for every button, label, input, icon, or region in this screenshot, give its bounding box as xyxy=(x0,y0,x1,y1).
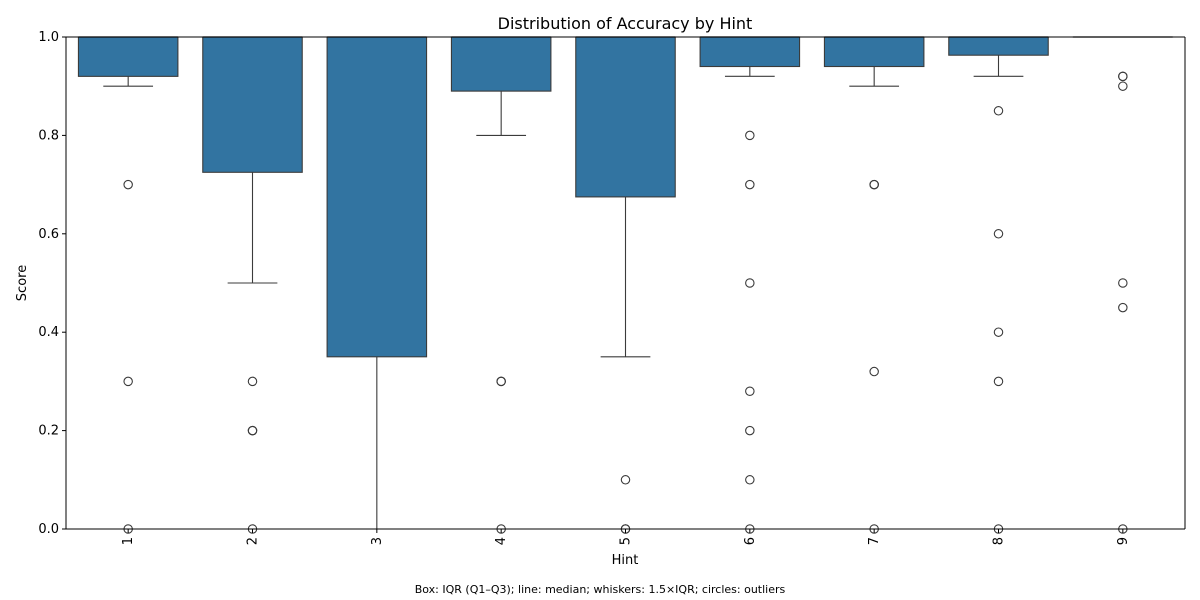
x-tick-label: 9 xyxy=(1116,537,1131,545)
x-tick-label: 6 xyxy=(743,537,758,545)
y-axis-label: Score xyxy=(15,265,30,301)
x-tick-label: 7 xyxy=(867,537,882,545)
outlier-point xyxy=(745,179,755,190)
chart-title: Distribution of Accuracy by Hint xyxy=(498,14,753,33)
y-tick-label: 0.4 xyxy=(38,325,59,340)
outlier-point xyxy=(993,327,1004,337)
y-tick-label: 0.6 xyxy=(38,227,59,242)
outlier-point xyxy=(993,229,1004,239)
x-axis-label: Hint xyxy=(612,553,639,568)
outlier-point xyxy=(1118,71,1128,82)
plot-area: 0.0 0.2 0.4 0.6 0.8 1.0 1 2 3 4 5 6 7 8 9 xyxy=(38,30,1186,545)
outlier-point xyxy=(993,376,1004,387)
outlier-point xyxy=(247,425,258,436)
y-tick-label: 0.2 xyxy=(38,424,59,439)
outlier-point xyxy=(745,475,755,485)
box-5 xyxy=(575,36,676,198)
outlier-point xyxy=(869,179,879,190)
y-tick-label: 0.0 xyxy=(38,522,59,537)
y-tick-label: 0.8 xyxy=(38,128,59,143)
x-tick-label: 3 xyxy=(370,537,385,545)
outlier-point xyxy=(123,376,133,387)
box-4 xyxy=(450,36,552,92)
outlier-point xyxy=(745,278,755,288)
x-tick-label: 4 xyxy=(494,537,509,545)
outlier-point xyxy=(869,366,879,377)
y-tick-label: 1.0 xyxy=(38,30,59,45)
outlier-point xyxy=(496,376,506,387)
outlier-point xyxy=(247,376,258,387)
x-tick-label: 2 xyxy=(246,537,261,545)
x-tick-label: 8 xyxy=(992,537,1007,545)
outlier-point xyxy=(123,179,133,190)
x-tick-label: 5 xyxy=(619,537,634,545)
outlier-point xyxy=(620,475,631,485)
chart-caption: Box: IQR (Q1–Q3); line: median; whiskers… xyxy=(414,583,786,596)
box-3 xyxy=(326,36,428,358)
outlier-point xyxy=(993,106,1004,116)
box-6 xyxy=(699,36,801,68)
outlier-point xyxy=(745,386,755,396)
outlier-point xyxy=(745,425,755,436)
box-2 xyxy=(202,36,303,173)
outlier-point xyxy=(1118,302,1128,313)
box-7 xyxy=(823,36,925,68)
outlier-point xyxy=(1118,81,1128,91)
outlier-point xyxy=(1118,278,1128,288)
outlier-point xyxy=(745,130,755,141)
box-1 xyxy=(77,36,179,77)
x-tick-label: 1 xyxy=(121,537,136,545)
box-8 xyxy=(948,36,1049,56)
